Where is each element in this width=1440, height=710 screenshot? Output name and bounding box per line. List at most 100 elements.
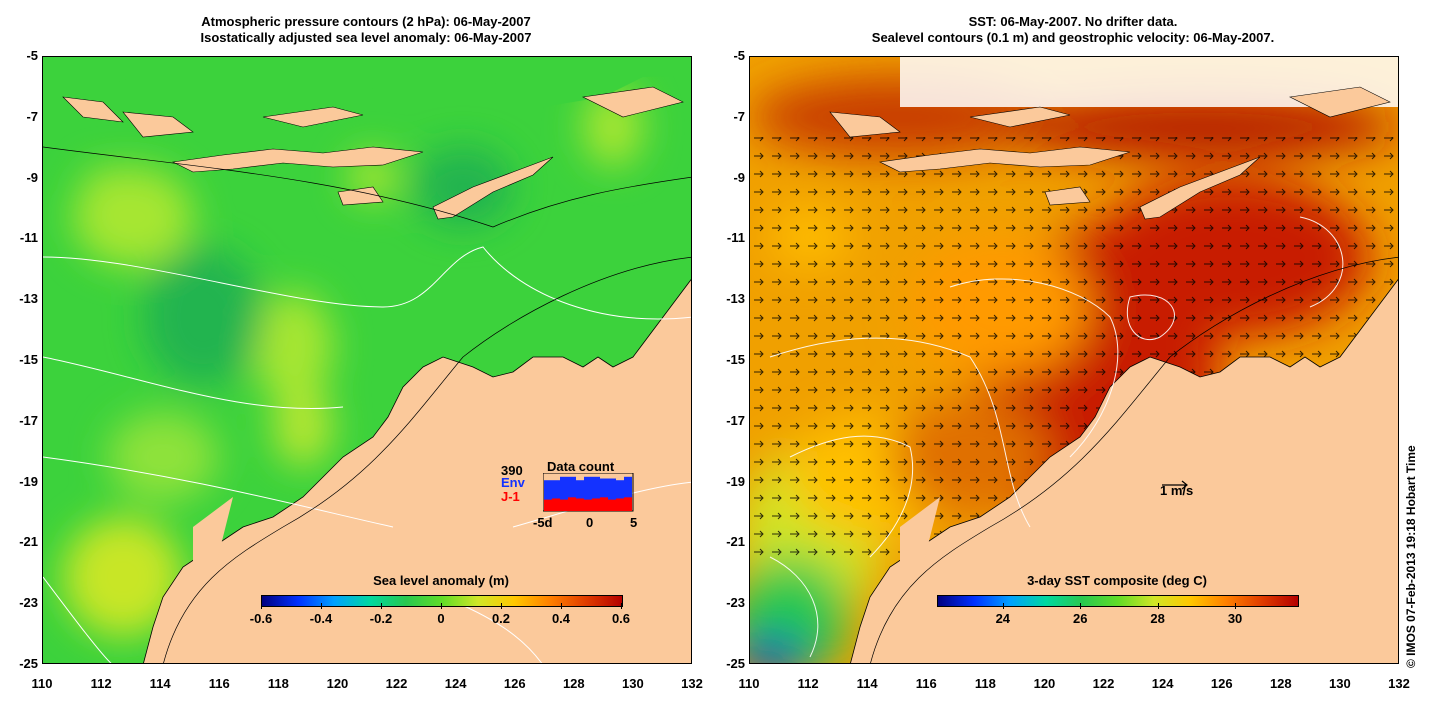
right-lat-tick: -15 (726, 352, 745, 367)
j1-bar (616, 498, 624, 511)
velocity-scale-label: 1 m/s (1160, 483, 1194, 498)
imos-credit: © IMOS 07-Feb-2013 19:18 Hobart Time (1404, 445, 1418, 668)
env-bar (616, 480, 624, 511)
right-title-line2: Sealevel contours (0.1 m) and geostrophi… (871, 30, 1275, 45)
left-lat-tick: -7 (26, 108, 38, 124)
data-count-j1-label: J-1 (501, 489, 520, 504)
j1-bar (584, 499, 592, 511)
colorbar-tick: 0 (437, 611, 445, 626)
j1-bar (560, 499, 568, 511)
left-lat-tick: -21 (19, 534, 38, 550)
left-lat-tick: -11 (19, 230, 38, 246)
bathymetry-contour-shelf (163, 256, 691, 663)
island-d (582, 86, 684, 118)
left-lon-tick: 118 (267, 676, 289, 691)
left-lat-tick: -13 (19, 291, 38, 307)
left-lon-tick: 122 (385, 676, 408, 691)
colorbar-tick-mark (1235, 603, 1237, 609)
left-lon-tick: 110 (31, 676, 53, 691)
left-title-line1: Atmospheric pressure contours (2 hPa): 0… (201, 14, 531, 29)
left-lat-tick: -17 (19, 412, 38, 428)
right-panel-title: SST: 06-May-2007. No drifter data. Seale… (748, 14, 1398, 46)
j1-bar (608, 499, 616, 511)
data-count-inset: Data count 390 Env J-1 -5d 0 5 (493, 457, 653, 537)
northwest-cape (900, 497, 940, 577)
sst-map[interactable]: 1 m/s 3-day SST composite (deg C) 24 26 28… (749, 56, 1399, 664)
sst-colorbar (937, 595, 1299, 607)
colorbar-tick: 26 (1072, 611, 1088, 626)
j1-bar (568, 497, 576, 511)
left-title-line2: Isostatically adjusted sea level anomaly… (200, 30, 532, 45)
velocity-scale-arrow (1162, 480, 1188, 490)
right-lat-tick: -21 (726, 534, 745, 550)
right-lon-tick: 128 (1269, 676, 1292, 691)
colorbar-tick-mark (321, 603, 322, 609)
left-lon-tick: 112 (90, 676, 112, 691)
colorbar-tick: -0.4 (309, 611, 333, 626)
right-lon-tick: 124 (1151, 676, 1174, 691)
colorbar-tick-mark (1002, 603, 1004, 609)
data-count-tick-0: 0 (586, 515, 594, 530)
sst-map-canvas (750, 57, 1398, 663)
bathymetry-contour-north (43, 146, 691, 228)
right-lon-tick: 116 (915, 676, 937, 691)
sea-level-contours (769, 216, 1344, 658)
right-lat-tick: -19 (726, 473, 745, 489)
north-ocean (43, 57, 691, 107)
right-lat-tick: -7 (733, 108, 745, 124)
colorbar-tick-mark (621, 603, 622, 609)
island-a (62, 96, 124, 123)
env-bar (608, 478, 616, 511)
colorbar-tick-mark (561, 603, 562, 609)
j1-bar (552, 498, 560, 511)
left-lat-tick: -9 (26, 169, 38, 185)
right-lat-tick: -5 (733, 48, 745, 63)
data-count-tick-5: 5 (630, 515, 638, 530)
env-bar (560, 476, 568, 511)
data-count-tick-neg5: -5d (533, 515, 553, 530)
java-island (879, 146, 1131, 173)
left-lat-tick: -19 (19, 473, 38, 489)
sst-colorbar-title: 3-day SST composite (deg C) (1027, 573, 1207, 588)
colorbar-tick-mark (1080, 603, 1082, 609)
island-b (122, 111, 194, 138)
left-lat-tick: -15 (19, 352, 38, 367)
env-bar (544, 480, 552, 511)
island-c (969, 106, 1071, 128)
timor-island (1139, 156, 1261, 220)
data-count-title: Data count (547, 459, 615, 474)
env-bar (592, 476, 600, 511)
sea-level-anomaly-map[interactable]: Data count 390 Env J-1 -5d 0 5 Sea level… (42, 56, 692, 664)
northwest-cape (193, 497, 233, 577)
island-b (829, 111, 901, 138)
j1-bar (592, 498, 600, 511)
island-d (1289, 86, 1391, 118)
australia-land (143, 278, 691, 663)
right-lon-tick: 118 (974, 676, 996, 691)
right-lat-tick: -11 (726, 230, 745, 246)
colorbar-tick: 0.6 (611, 611, 631, 626)
right-lat-tick: -9 (733, 169, 745, 185)
left-lon-tick: 126 (503, 676, 526, 691)
sumba-island (337, 186, 384, 206)
right-lon-tick: 120 (1033, 676, 1056, 691)
sla-colorbar-title: Sea level anomaly (m) (373, 573, 509, 588)
j1-bar (544, 499, 552, 511)
sumba-island (1044, 186, 1091, 206)
australia-land (850, 278, 1398, 663)
colorbar-tick-mark (441, 603, 442, 609)
sla-map-canvas (43, 57, 691, 663)
right-lon-tick: 130 (1329, 676, 1351, 691)
data-count-number: 390 (501, 463, 523, 478)
sla-anomaly-patches (63, 87, 643, 637)
left-lat-tick: -25 (19, 656, 38, 671)
colorbar-tick: 28 (1150, 611, 1165, 626)
j1-bar (624, 497, 632, 511)
colorbar-tick-mark (381, 603, 382, 609)
sla-colorbar (261, 595, 623, 607)
right-lon-tick: 110 (738, 676, 760, 691)
colorbar-tick: 30 (1227, 611, 1243, 626)
left-lon-tick: 116 (208, 676, 230, 691)
right-lat-tick: -23 (726, 595, 745, 611)
left-lon-tick: 130 (622, 676, 644, 691)
